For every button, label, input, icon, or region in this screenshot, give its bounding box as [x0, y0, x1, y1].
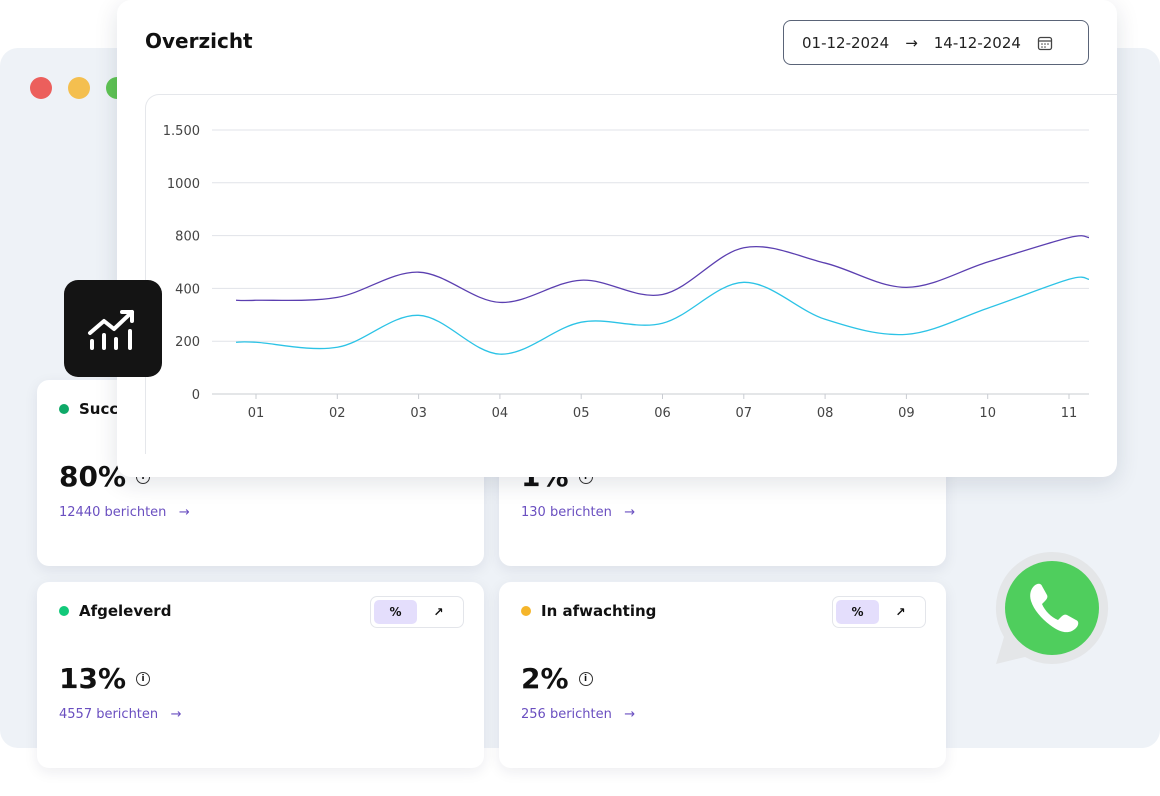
percent-toggle-button[interactable]: % — [374, 600, 417, 624]
overview-title: Overzicht — [145, 29, 253, 53]
status-dot — [59, 606, 69, 616]
info-icon[interactable]: i — [136, 671, 151, 686]
overview-card: Overzicht 01-12-2024 → 14-12-2024 0 200 40… — [117, 0, 1117, 477]
chart-area — [145, 94, 1117, 454]
trend-toggle-button[interactable]: ↗ — [433, 605, 444, 619]
x-tick-label: 05 — [573, 406, 590, 421]
messages-link[interactable]: 256 berichten → — [521, 707, 636, 722]
series-line-2 — [235, 276, 1090, 355]
x-tick-label: 11 — [1061, 406, 1078, 421]
card-value: 80% — [59, 460, 127, 493]
x-tick-label: 08 — [817, 406, 834, 421]
view-toggle: % ↗ — [370, 596, 464, 628]
arrow-right-icon: → — [170, 707, 182, 722]
x-tick-label: 10 — [979, 406, 996, 421]
y-tick-label: 1000 — [167, 177, 200, 192]
trending-up-icon — [64, 280, 162, 377]
messages-link[interactable]: 4557 berichten → — [59, 707, 182, 722]
x-tick-label: 04 — [492, 406, 509, 421]
y-tick-label: 1.500 — [163, 124, 200, 139]
y-tick-label: 800 — [175, 230, 200, 245]
line-chart: 0 200 400 800 1000 1.500 01 02 03 04 05 06 07 08 09 10 1… — [163, 124, 1090, 421]
x-tick-label: 02 — [329, 406, 346, 421]
arrow-right-icon: → — [178, 505, 190, 520]
window-minimize-button[interactable] — [68, 77, 90, 99]
card-afgeleverd: Afgeleverd % ↗ 13% i 4557 berichten → — [37, 582, 484, 768]
arrow-icon: → — [905, 33, 918, 52]
window-close-button[interactable] — [30, 77, 52, 99]
x-tick-label: 03 — [410, 406, 427, 421]
date-to: 14-12-2024 — [933, 33, 1021, 52]
messages-link[interactable]: 130 berichten → — [521, 505, 636, 520]
view-toggle: % ↗ — [832, 596, 926, 628]
y-tick-label: 0 — [192, 388, 200, 403]
x-tick-label: 09 — [898, 406, 915, 421]
date-from: 01-12-2024 — [802, 33, 890, 52]
series-line-1 — [235, 235, 1090, 304]
whatsapp-logo — [994, 550, 1110, 670]
card-value: 13% — [59, 662, 127, 695]
messages-link[interactable]: 12440 berichten → — [59, 505, 190, 520]
y-tick-label: 200 — [175, 335, 200, 350]
percent-toggle-button[interactable]: % — [836, 600, 879, 624]
card-value: 2% — [521, 662, 569, 695]
card-title: Afgeleverd — [79, 602, 172, 620]
card-in-afwachting: In afwachting % ↗ 2% i 256 berichten → — [499, 582, 946, 768]
y-tick-label: 400 — [175, 282, 200, 297]
status-dot — [521, 606, 531, 616]
arrow-right-icon: → — [624, 707, 636, 722]
calendar-icon — [1037, 36, 1053, 50]
status-dot — [59, 404, 69, 414]
card-title: In afwachting — [541, 602, 657, 620]
arrow-right-icon: → — [624, 505, 636, 520]
trend-toggle-button[interactable]: ↗ — [895, 605, 906, 619]
x-tick-label: 07 — [736, 406, 753, 421]
x-tick-label: 06 — [654, 406, 671, 421]
info-icon[interactable]: i — [578, 671, 593, 686]
x-tick-label: 01 — [248, 406, 265, 421]
date-range-picker[interactable]: 01-12-2024 → 14-12-2024 — [783, 20, 1089, 65]
